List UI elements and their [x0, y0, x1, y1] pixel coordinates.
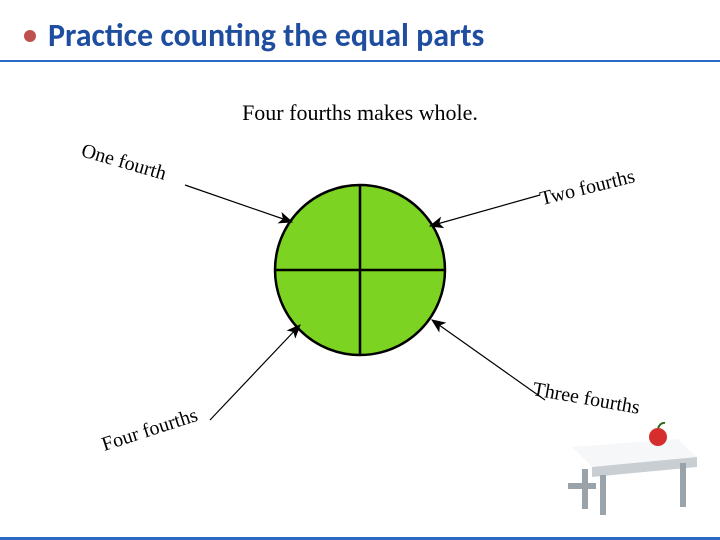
- desk-illustration: [562, 409, 702, 519]
- fourths-circle: [270, 180, 450, 360]
- label-two-fourths: Two fourths: [538, 164, 643, 211]
- apple-icon: [649, 428, 667, 446]
- slide: Practice counting the equal parts Four f…: [0, 0, 720, 540]
- title-row: Practice counting the equal parts: [24, 16, 696, 55]
- apple-stem: [658, 423, 665, 428]
- circle-svg: [270, 180, 450, 360]
- slide-title: Practice counting the equal parts: [48, 16, 484, 55]
- subtitle-suffix: whole.: [413, 100, 478, 125]
- desk-svg: [562, 409, 702, 519]
- subtitle: Four fourths makes whole.: [0, 100, 720, 126]
- title-underline: [0, 60, 720, 62]
- label-four-fourths: Four fourths: [99, 402, 206, 456]
- desk-seat: [568, 483, 596, 489]
- bullet-icon: [24, 30, 36, 42]
- subtitle-prefix: Four fourths makes: [242, 100, 413, 125]
- desk-leg: [600, 475, 606, 515]
- label-one-fourth: One fourth: [79, 140, 175, 188]
- desk-leg: [680, 463, 686, 507]
